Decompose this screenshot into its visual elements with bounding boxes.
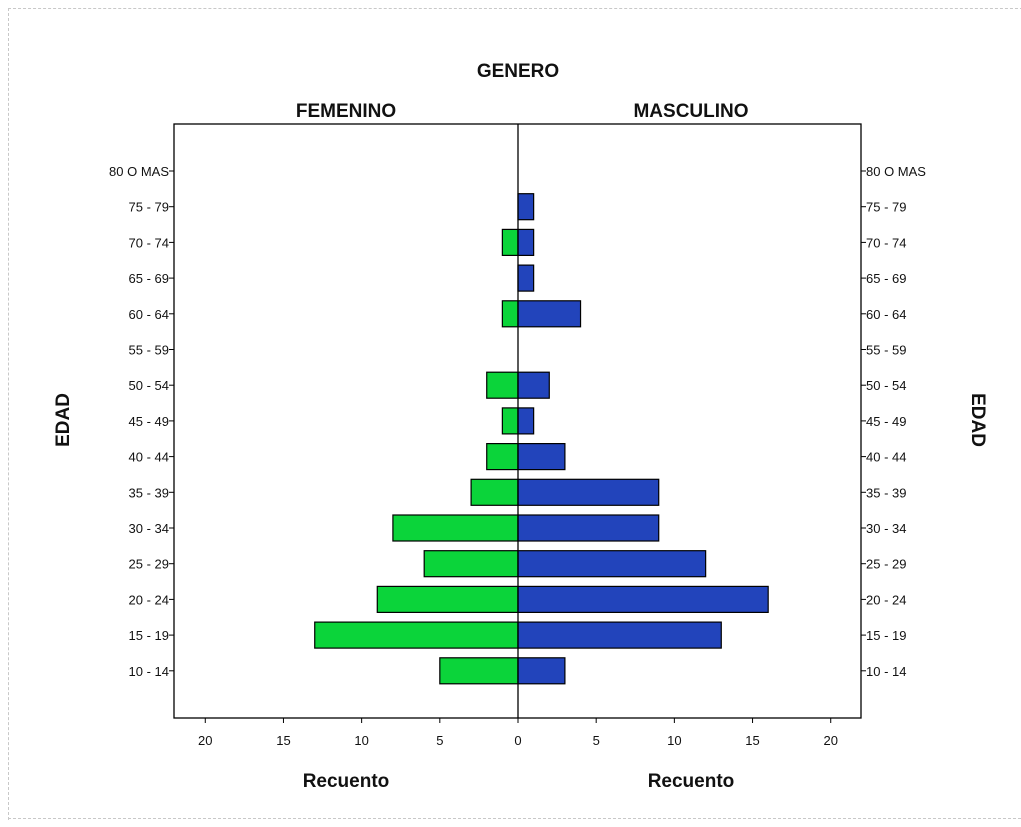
y-tick-label-left: 35 - 39 [129,485,169,500]
bar-female [501,300,519,328]
bar-female [314,621,519,649]
y-tick-label-left: 10 - 14 [129,664,169,679]
x-tick-label: 0 [514,733,521,748]
y-tick-label-right: 60 - 64 [866,307,906,322]
bar-male [517,300,582,328]
bar-female [501,407,519,435]
x-tick-label: 5 [593,733,600,748]
y-tick-label-right: 55 - 59 [866,343,906,358]
bar-female [423,550,519,578]
y-tick-label-left: 50 - 54 [129,378,169,393]
bar-male [517,443,566,471]
y-tick-label-left: 60 - 64 [129,307,169,322]
bars-layer [314,193,769,685]
y-tick-label-left: 55 - 59 [129,343,169,358]
bar-male [517,621,722,649]
y-tick-label-left: 45 - 49 [129,414,169,429]
y-tick-label-right: 10 - 14 [866,664,906,679]
bar-male [517,228,535,256]
dashed-frame [8,8,1021,820]
y-tick-label-left: 75 - 79 [129,200,169,215]
y-tick-label-left: 30 - 34 [129,521,169,536]
y-tick-label-right: 15 - 19 [866,628,906,643]
x-tick-label: 10 [667,733,681,748]
bar-female [376,585,519,614]
y-tick-label-right: 25 - 29 [866,557,906,572]
x-tick-label: 20 [823,733,837,748]
y-tick-label-right: 75 - 79 [866,200,906,215]
x-axis-title-male: Recuento [648,771,735,792]
bar-male [517,550,707,578]
bar-female [439,657,519,685]
bar-male [517,478,660,506]
y-tick-label-left: 15 - 19 [129,628,169,643]
y-tick-label-right: 30 - 34 [866,521,906,536]
y-tick-label-left: 65 - 69 [129,271,169,286]
y-tick-label-right: 20 - 24 [866,592,906,607]
x-axis-title-female: Recuento [303,771,390,792]
bar-male [517,585,769,614]
y-tick-label-left: 40 - 44 [129,450,169,465]
panel-label-female: FEMENINO [296,101,396,122]
bar-female [470,478,519,506]
bar-male [517,193,535,221]
bar-male [517,407,535,435]
y-tick-label-left: 80 O MAS [109,164,169,179]
bar-female [501,228,519,256]
bar-male [517,264,535,292]
x-tick-label: 15 [745,733,759,748]
y-tick-label-left: 70 - 74 [129,235,169,250]
y-tick-label-right: 70 - 74 [866,235,906,250]
ticks-layer: 80 O MAS 80 O MAS 75 - 79 75 - 79 70 - 74 70 … [109,164,926,748]
x-tick-label: 10 [354,733,368,748]
bar-female [486,371,519,399]
bar-female [392,514,519,542]
chart-title: GENERO [477,61,559,82]
dashed-frame-bottom [8,818,1021,819]
y-tick-label-right: 80 O MAS [866,164,926,179]
bar-female [486,443,519,471]
y-axis-title-left: EDAD [53,393,74,447]
y-tick-label-left: 25 - 29 [129,557,169,572]
x-tick-label: 20 [198,733,212,748]
x-tick-label: 15 [276,733,290,748]
bar-male [517,371,550,399]
y-tick-label-right: 45 - 49 [866,414,906,429]
y-tick-label-right: 50 - 54 [866,378,906,393]
x-tick-label: 5 [436,733,443,748]
y-tick-label-right: 40 - 44 [866,450,906,465]
bar-male [517,657,566,685]
y-tick-label-right: 35 - 39 [866,485,906,500]
panel-label-male: MASCULINO [633,101,748,122]
bar-male [517,514,660,542]
y-axis-title-right: EDAD [967,393,988,447]
y-tick-label-left: 20 - 24 [129,592,169,607]
y-tick-label-right: 65 - 69 [866,271,906,286]
